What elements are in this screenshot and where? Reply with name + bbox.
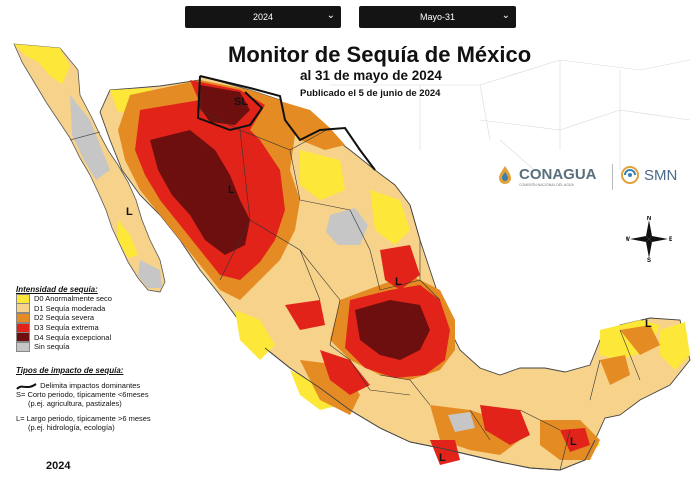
legend-label: D3 Sequía extrema [34, 323, 99, 333]
legend-title: Intensidad de sequía: [16, 285, 98, 294]
smn-icon [621, 166, 639, 184]
impact-line-text: Delimita impactos dominantes [40, 381, 141, 390]
legend-label: D1 Sequía moderada [34, 303, 106, 313]
legend-label: D0 Anormalmente seco [34, 294, 112, 304]
chevron-down-icon: ⌄ [326, 10, 335, 21]
legend-item: D4 Sequía excepcional [16, 332, 266, 343]
conagua-text: CONAGUA [519, 165, 597, 183]
impact-short-example: (p.ej. agricultura, pastizales) [28, 399, 122, 408]
intensity-legend: Intensidad de sequía: D0 Anormalmente se… [16, 285, 266, 352]
conagua-logo: CONAGUA COMISIÓN NACIONAL DEL AGUA [495, 164, 597, 187]
conagua-icon [499, 166, 511, 184]
chevron-down-icon: ⌄ [501, 10, 510, 21]
footer-year: 2024 [46, 460, 71, 472]
map-label-l: L [570, 436, 577, 448]
map-label-sl: SL [234, 96, 249, 108]
map-label-l: L [439, 452, 446, 464]
boundary-line-icon [16, 382, 37, 390]
page-subtitle: al 31 de mayo de 2024 [300, 68, 442, 83]
map-label-l: L [645, 318, 652, 330]
us-state-lines [330, 59, 691, 176]
legend-label: D4 Sequía excepcional [34, 332, 112, 342]
legend-swatch [16, 332, 30, 343]
conagua-subtext: COMISIÓN NACIONAL DEL AGUA [519, 183, 574, 187]
drought-map [0, 30, 700, 480]
compass-s: S [647, 258, 651, 262]
legend-swatch [16, 341, 30, 352]
legend-swatch [16, 303, 30, 314]
state-borders [199, 78, 641, 471]
legend-item: Sin sequía [16, 341, 266, 352]
smn-logo: SMN [619, 164, 677, 186]
compass-n: N [647, 216, 651, 222]
legend-label: D2 Sequía severa [34, 313, 95, 323]
impact-legend: Tipos de impacto de sequía: Delimita imp… [16, 366, 266, 432]
legend-item: D2 Sequía severa [16, 312, 266, 323]
year-select-value: 2024 [252, 12, 274, 22]
date-select[interactable]: Mayo-31 ⌄ [359, 6, 516, 28]
legend-item: D3 Sequía extrema [16, 322, 266, 333]
published-date: Publicado el 5 de junio de 2024 [300, 88, 441, 99]
map-label-l: L [126, 206, 133, 218]
impact-long-example: (p.ej. hidrología, ecología) [28, 423, 115, 432]
impact-boundary-line [196, 75, 376, 171]
map-label-l: L [395, 276, 402, 288]
compass-rose-icon: N S W E [626, 216, 672, 262]
map-label-l: L [228, 184, 235, 196]
impact-short-text: S= Corto periodo, típicamente <6meses [16, 390, 149, 399]
impact-long-text: L= Largo periodo, típicamente >6 meses [16, 414, 151, 423]
year-select[interactable]: 2024 ⌄ [185, 6, 341, 28]
legend-swatch [16, 322, 30, 333]
legend-item: D0 Anormalmente seco [16, 293, 266, 304]
logo-divider [612, 164, 613, 190]
legend-swatch [16, 293, 30, 304]
legend-swatch [16, 312, 30, 323]
smn-text: SMN [644, 166, 678, 184]
impact-title: Tipos de impacto de sequía: [16, 366, 124, 375]
page-title: Monitor de Sequía de México [228, 42, 532, 67]
impact-line: Delimita impactos dominantes [16, 381, 266, 390]
legend-item: D1 Sequía moderada [16, 303, 266, 314]
legend-label: Sin sequía [34, 342, 70, 352]
date-select-value: Mayo-31 [419, 12, 455, 22]
compass-e: E [669, 237, 672, 243]
compass-w: W [626, 237, 630, 243]
logo-group: CONAGUA COMISIÓN NACIONAL DEL AGUA SMN [495, 160, 695, 200]
